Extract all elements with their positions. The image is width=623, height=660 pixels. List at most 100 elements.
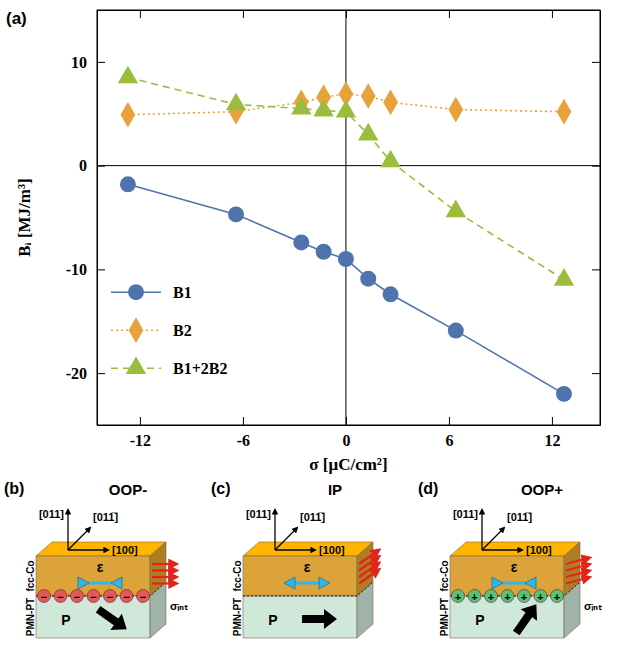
magnetization-arrow xyxy=(359,570,379,584)
zero-line xyxy=(97,165,600,166)
tick-mark xyxy=(140,417,141,425)
top-face xyxy=(36,542,166,556)
panel-title: OOP- xyxy=(109,481,147,498)
top-face xyxy=(243,542,373,556)
strain-icon xyxy=(492,577,536,589)
charge-symbol: − xyxy=(41,591,47,603)
tick xyxy=(592,373,600,374)
magnetization-arrow xyxy=(566,577,589,583)
x-axis: -12-60612 xyxy=(98,417,601,449)
data-point xyxy=(448,323,464,339)
legend-swatch xyxy=(128,284,144,300)
cobalt-layer xyxy=(243,556,357,596)
charge-symbol: − xyxy=(107,591,113,603)
data-point xyxy=(361,83,376,109)
magnetization-arrow xyxy=(359,550,379,564)
charge-symbol: − xyxy=(57,591,63,603)
pmnpt-side xyxy=(564,582,580,638)
polarization-arrow xyxy=(302,609,337,629)
data-point xyxy=(120,102,135,128)
polarization-label: P xyxy=(61,612,70,628)
top-face xyxy=(450,542,580,556)
tick xyxy=(243,10,244,18)
tick: 10 xyxy=(71,53,105,70)
data-point xyxy=(557,99,572,125)
series-line xyxy=(128,77,564,279)
tick-mark xyxy=(449,417,450,425)
direction-arrow xyxy=(68,549,108,550)
diagram-panel: ε+++++++σᵢₙₜP[011][011̅][100]fcc-CoPMN-P… xyxy=(418,480,602,639)
data-point xyxy=(554,268,574,286)
tick-label: -6 xyxy=(237,432,250,449)
plot-frame xyxy=(97,10,600,425)
x-axis-top xyxy=(98,10,601,18)
strain-bar xyxy=(502,582,526,585)
magnetization-arrow xyxy=(152,563,176,565)
magnetization-arrow xyxy=(152,582,176,584)
tick xyxy=(140,10,141,18)
axis-line xyxy=(97,11,98,426)
tick-label: 0 xyxy=(342,432,350,449)
strain-head xyxy=(319,577,330,589)
charge-symbol: − xyxy=(74,591,80,603)
tick-mark xyxy=(140,10,141,18)
direction-arrow xyxy=(274,510,275,550)
interface-charge xyxy=(71,590,84,603)
tick: -20 xyxy=(66,365,105,382)
strain-label: ε xyxy=(304,559,311,575)
axis-line xyxy=(600,11,601,426)
zero-line xyxy=(345,10,346,425)
layer-label: fcc-Co xyxy=(25,560,36,591)
tick: -12 xyxy=(130,417,151,449)
charge-symbol: − xyxy=(90,591,96,603)
direction-arrow xyxy=(482,549,522,550)
direction-arrow xyxy=(275,528,297,550)
tick: -6 xyxy=(237,417,250,449)
data-point xyxy=(448,97,463,123)
strain-icon xyxy=(78,577,122,589)
direction-arrow xyxy=(68,528,90,550)
direction-label: [011̅] xyxy=(300,511,325,523)
strain-head xyxy=(111,577,122,589)
interface-charge xyxy=(518,590,531,603)
strain-bar xyxy=(293,582,321,585)
charge-label: σᵢₙₜ xyxy=(170,600,188,612)
tick-mark xyxy=(97,373,105,374)
polarization-label: P xyxy=(475,612,484,628)
charge-symbol: + xyxy=(521,591,527,603)
charge-label: σᵢₙₜ xyxy=(584,600,602,612)
tick-label: -12 xyxy=(130,432,151,449)
magnetization-arrow xyxy=(359,557,379,571)
tick-mark xyxy=(592,62,600,63)
data-point xyxy=(383,90,398,116)
legend-swatch xyxy=(129,317,144,343)
data-point xyxy=(380,150,400,168)
data-point xyxy=(118,66,138,84)
interface-charge xyxy=(551,590,564,603)
polarization-label: P xyxy=(268,612,277,628)
layer-label: fcc-Co xyxy=(232,560,243,591)
interface-charge xyxy=(468,590,481,603)
pmnpt-side xyxy=(357,582,373,638)
legend-label: B1 xyxy=(173,284,192,301)
data-point xyxy=(358,123,378,141)
charge-symbol: + xyxy=(537,591,543,603)
tick: -10 xyxy=(66,261,105,278)
charge-symbol: − xyxy=(140,591,146,603)
polarization-arrow xyxy=(92,601,132,637)
direction-label: [011̅] xyxy=(507,511,532,523)
data-point xyxy=(336,100,356,118)
magnetization-arrow xyxy=(566,571,589,577)
direction-label: [100] xyxy=(112,544,138,556)
tick-mark xyxy=(592,373,600,374)
legend-label: B2 xyxy=(173,322,192,339)
pmnpt-side xyxy=(150,582,166,638)
axis-line xyxy=(98,10,601,11)
y-axis-title: Bᵢ [MJ/m³] xyxy=(15,178,34,256)
panel-title: IP xyxy=(328,481,342,498)
data-point xyxy=(293,234,309,250)
data-point xyxy=(120,176,136,192)
layer-label: fcc-Co xyxy=(439,560,450,591)
tick-label: -20 xyxy=(66,365,87,382)
tick: 12 xyxy=(544,417,560,449)
